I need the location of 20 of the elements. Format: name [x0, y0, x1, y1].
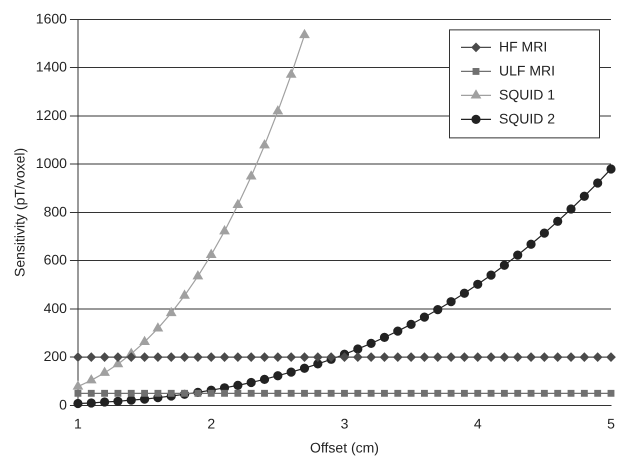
- y-tick-label: 1200: [36, 106, 68, 123]
- x-tick-label: 2: [207, 416, 216, 432]
- y-tick-label: 0: [59, 396, 68, 412]
- y-axis-title: Sensitivity (pT/voxel): [11, 148, 28, 277]
- y-tick-label: 800: [44, 203, 68, 220]
- legend-label: SQUID 1: [499, 86, 556, 102]
- x-tick-label: 1: [74, 416, 82, 432]
- y-tick-label: 1400: [36, 58, 68, 75]
- y-tick-label: 1000: [36, 155, 68, 172]
- y-tick-label: 1600: [36, 10, 68, 26]
- x-axis-title: Offset (cm): [310, 439, 379, 456]
- legend-label: HF MRI: [499, 38, 548, 54]
- x-tick-label: 5: [607, 416, 616, 432]
- x-tick-label: 4: [474, 416, 482, 432]
- y-tick-label: 400: [44, 300, 68, 316]
- y-tick-label: 600: [44, 252, 68, 268]
- y-tick-label: 200: [44, 348, 68, 364]
- x-tick-label: 3: [340, 416, 349, 432]
- legend-label: ULF MRI: [499, 62, 555, 78]
- legend-label: SQUID 2: [499, 110, 556, 126]
